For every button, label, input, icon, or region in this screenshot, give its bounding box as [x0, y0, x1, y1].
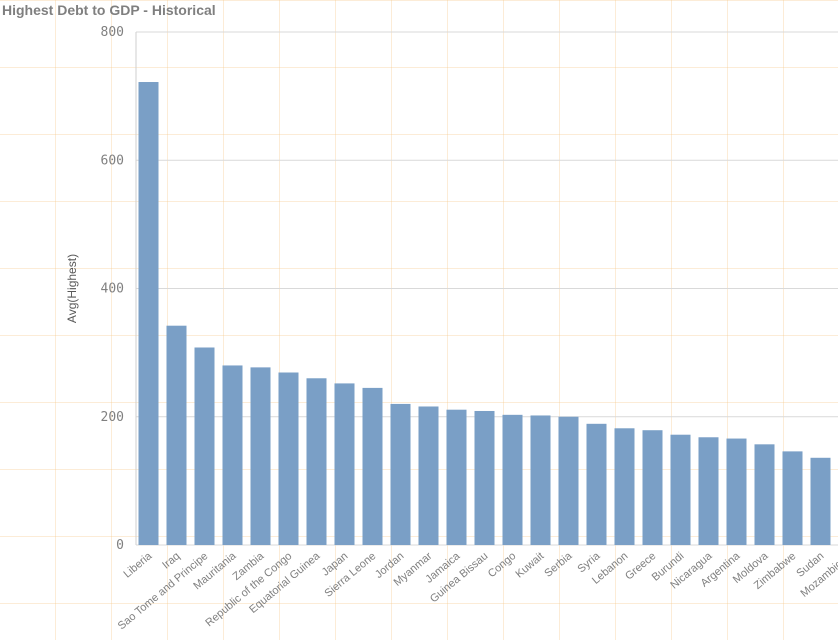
bar[interactable]: [810, 457, 831, 545]
bar[interactable]: [782, 451, 803, 545]
y-axis-label: Avg(Highest): [65, 254, 79, 323]
x-tick-label: Liberia: [121, 550, 155, 581]
y-tick-label: 600: [101, 153, 124, 168]
bar[interactable]: [166, 325, 187, 545]
bar[interactable]: [418, 406, 439, 545]
y-tick-label: 0: [116, 538, 124, 553]
x-tick-label: Iraq: [160, 550, 182, 571]
bar[interactable]: [726, 438, 747, 545]
bar[interactable]: [586, 423, 607, 545]
bar[interactable]: [278, 372, 299, 545]
bar[interactable]: [642, 430, 663, 545]
bar[interactable]: [446, 409, 467, 545]
bar[interactable]: [306, 378, 327, 545]
bar[interactable]: [222, 365, 243, 545]
bar[interactable]: [614, 428, 635, 545]
y-tick-label: 800: [101, 25, 124, 40]
y-tick-label: 400: [101, 282, 124, 297]
bar[interactable]: [754, 444, 775, 545]
x-tick-label: Kuwait: [513, 550, 546, 580]
bar[interactable]: [502, 414, 523, 545]
y-tick-labels: 0 200 400 600 800: [101, 25, 124, 553]
bar[interactable]: [698, 437, 719, 545]
x-tick-label: Congo: [486, 550, 519, 580]
bar[interactable]: [194, 347, 215, 545]
bar[interactable]: [558, 416, 579, 545]
bar[interactable]: [334, 383, 355, 545]
chart-title: Highest Debt to GDP - Historical: [2, 2, 216, 18]
x-tick-label: Serbia: [542, 550, 575, 580]
bar[interactable]: [138, 82, 159, 545]
bar[interactable]: [530, 415, 551, 545]
bar[interactable]: [670, 434, 691, 545]
y-tick-label: 200: [101, 410, 124, 425]
bar[interactable]: [250, 367, 271, 545]
bars: [138, 82, 831, 545]
bar[interactable]: [474, 410, 495, 545]
bar[interactable]: [362, 387, 383, 545]
bar[interactable]: [390, 403, 411, 545]
